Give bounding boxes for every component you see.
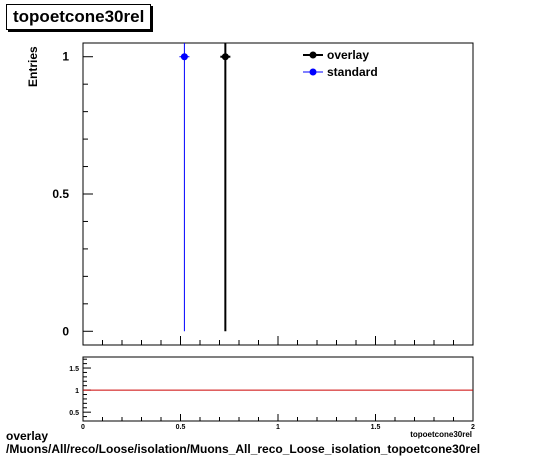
main-x-ticks: [82, 336, 474, 345]
ratio-x-tick-label: 0.5: [176, 424, 186, 431]
legend-overlay-marker: [309, 51, 317, 59]
series-standard-point: [180, 53, 188, 61]
ratio-y-tick-label: 1.5: [69, 366, 79, 373]
main-y-tick-label: 0.5: [52, 187, 69, 201]
ratio-y-tick-label: 0.5: [69, 410, 79, 417]
ratio-x-tick-label: 1.5: [371, 424, 381, 431]
x-axis-label: topoetcone30rel: [410, 430, 472, 439]
main-y-tick-label: 1: [62, 50, 69, 64]
footer-line-1: overlay: [6, 429, 49, 443]
footer-line-2: /Muons/All/reco/Loose/isolation/Muons_Al…: [6, 442, 481, 456]
chart-title: topoetcone30rel: [6, 4, 152, 30]
y-axis-label: Entries: [26, 46, 40, 87]
ratio-plot-frame: [82, 356, 474, 422]
main-plot-frame: [82, 42, 474, 346]
legend-standard-marker: [309, 68, 317, 76]
ratio-y-ticks: 0.5 1 1.5: [69, 358, 91, 417]
footer: overlay /Muons/All/reco/Loose/isolation/…: [6, 430, 480, 456]
ratio-x-tick-label: 0: [81, 424, 85, 431]
main-y-tick-label: 0: [62, 324, 69, 338]
main-y-ticks: 00.51: [52, 50, 93, 338]
ratio-x-tick-label: 2: [471, 424, 475, 431]
main-series: [179, 43, 231, 332]
legend: overlay standard: [303, 48, 378, 79]
ratio-y-tick-label: 1: [75, 388, 79, 395]
ratio-x-tick-label: 1: [276, 424, 280, 431]
ratio-x-ticks: 0 0.5 1 1.5 2: [81, 414, 475, 431]
legend-standard-label: standard: [327, 65, 378, 79]
legend-overlay-label: overlay: [327, 48, 369, 62]
series-overlay-point: [221, 53, 229, 61]
